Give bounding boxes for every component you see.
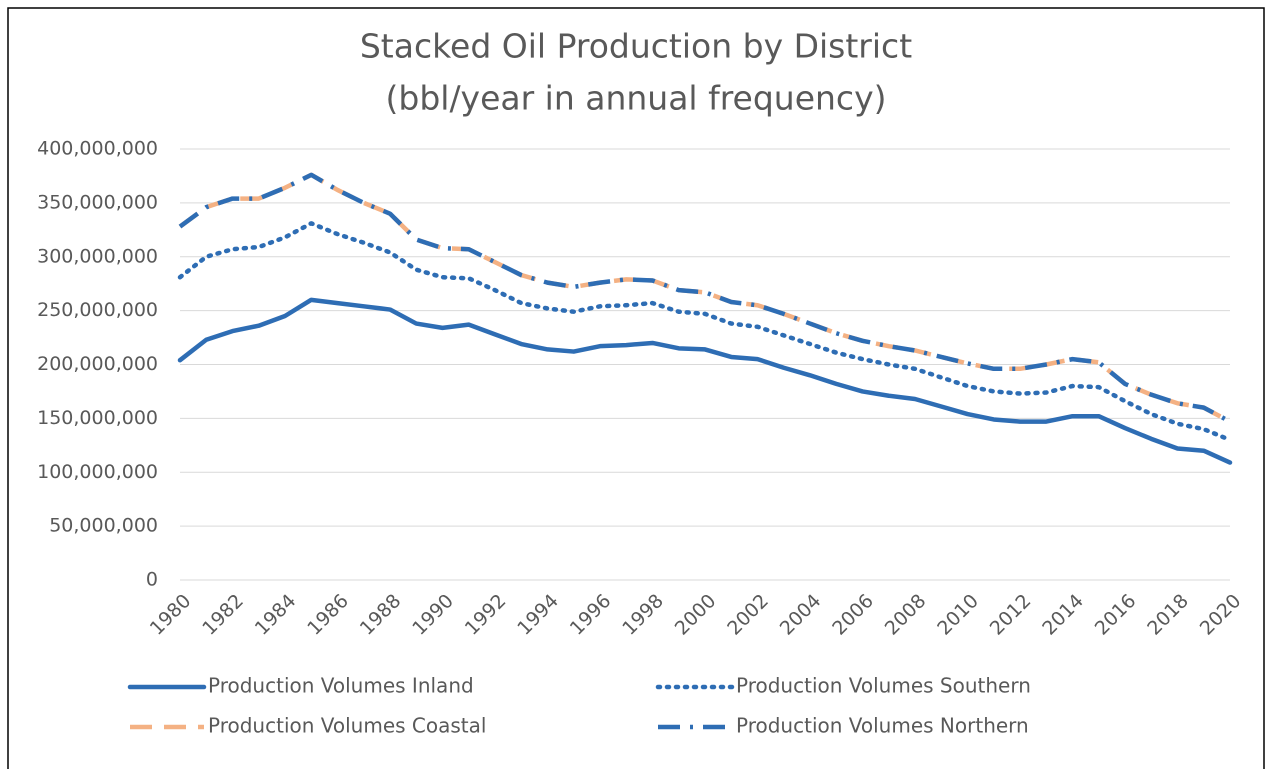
plot-lines: [177, 172, 1233, 465]
y-tick-label: 50,000,000: [49, 515, 158, 537]
legend: Production Volumes Inland Production Volu…: [127, 674, 1031, 738]
y-tick-label: 350,000,000: [37, 191, 158, 213]
series-line: [178, 172, 1232, 424]
legend-label: Production Volumes Coastal: [208, 714, 486, 738]
series-line: [178, 172, 1232, 424]
chart-frame: [7, 7, 1265, 769]
y-tick-label: 150,000,000: [37, 407, 158, 429]
series-line: [177, 297, 1233, 465]
y-tick-label: 250,000,000: [37, 299, 158, 321]
y-tick-label: 300,000,000: [37, 245, 158, 267]
chart-title: Stacked Oil Production by District: [360, 27, 912, 66]
legend-label: Production Volumes Northern: [736, 714, 1029, 738]
series-line: [177, 221, 1233, 443]
y-tick-label: 0: [146, 569, 158, 591]
legend-label: Production Volumes Inland: [208, 674, 474, 698]
y-tick-label: 400,000,000: [37, 138, 158, 160]
y-tick-label: 200,000,000: [37, 353, 158, 375]
y-tick-label: 100,000,000: [37, 461, 158, 483]
legend-label: Production Volumes Southern: [736, 674, 1031, 698]
chart-subtitle: (bbl/year in annual frequency): [386, 79, 887, 118]
